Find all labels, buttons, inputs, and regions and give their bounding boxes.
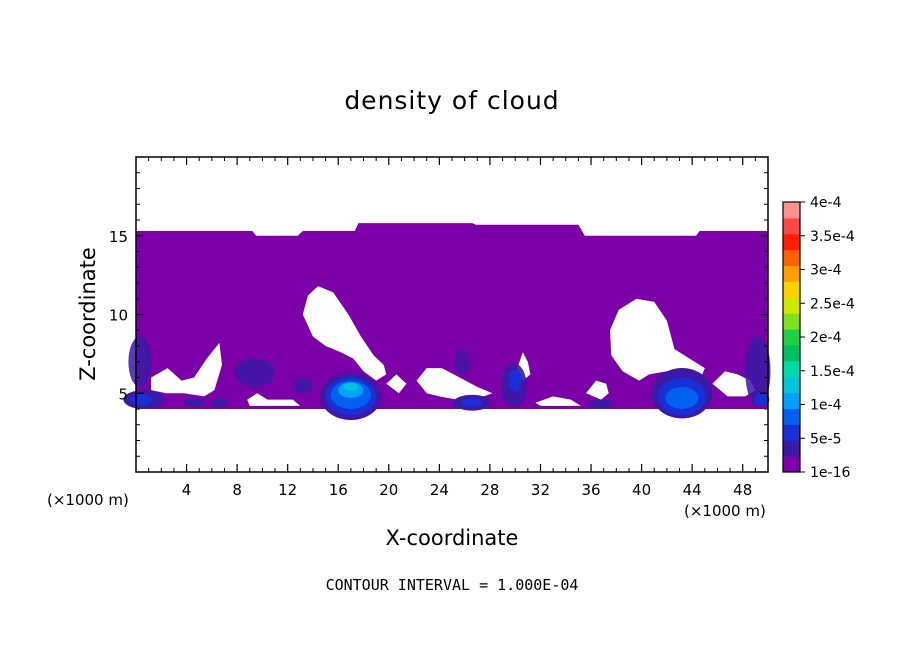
x-tick-label: 4 (182, 481, 192, 499)
x-tick-label: 32 (531, 481, 550, 499)
colorbar-swatch (783, 217, 800, 235)
x-axis-label: X-coordinate (385, 526, 519, 550)
colorbar-swatch (783, 424, 800, 441)
x-tick-label: 16 (329, 481, 348, 499)
colorbar-label: 1.5e-4 (810, 364, 855, 380)
colorbar-swatch (783, 376, 800, 394)
colorbar-label: 2e-4 (810, 330, 842, 346)
chart-title: density of cloud (344, 86, 560, 115)
clear-region-9 (247, 393, 301, 406)
x-unit-right: (×1000 m) (684, 502, 766, 520)
clear-region-8 (386, 374, 407, 394)
colorbar-label: 2.5e-4 (810, 296, 855, 312)
clear-region-3 (151, 342, 222, 397)
colorbar-swatch (783, 265, 800, 282)
colorbar-swatch (783, 202, 800, 219)
x-tick-label: 48 (733, 481, 752, 499)
x-tick-label: 12 (278, 481, 297, 499)
y-tick-label: 15 (109, 228, 128, 246)
blob-x27-core (462, 398, 483, 407)
blob-x26 (454, 349, 470, 375)
colorbar-swatch (783, 313, 800, 330)
colorbar-swatch (783, 360, 800, 378)
clear-region-2 (610, 298, 705, 381)
colorbar-swatch (783, 456, 800, 473)
colorbar-label: 4e-4 (810, 195, 842, 211)
x-tick-label: 8 (232, 481, 242, 499)
blob-x7 (211, 397, 228, 408)
blob-x13 (292, 377, 313, 394)
y-tick-label: 10 (109, 307, 128, 325)
x-unit-left: (×1000 m) (47, 491, 129, 509)
x-tick-label: 20 (379, 481, 398, 499)
colorbar-swatch (783, 297, 800, 314)
colorbar-swatch (783, 281, 800, 298)
x-tick-label: 28 (480, 481, 499, 499)
cloud-field (136, 223, 768, 409)
colorbar-swatch (783, 440, 800, 457)
x-tick-label: 40 (632, 481, 651, 499)
colorbar-swatch (783, 344, 800, 362)
clear-region-6 (712, 371, 756, 397)
x-tick-label: 44 (683, 481, 702, 499)
colorbar-label: 1e-16 (810, 465, 850, 481)
blob-left-edge-core (129, 394, 153, 406)
blob-x30-core (508, 369, 522, 392)
colorbar-swatch (783, 233, 800, 251)
y-tick-label: 5 (118, 385, 128, 403)
colorbar-label: 1e-4 (810, 398, 842, 414)
colorbar-swatch (783, 408, 800, 425)
colorbar-label: 3.5e-4 (810, 229, 855, 245)
clear-region-5 (586, 380, 609, 400)
contour-interval-note: CONTOUR INTERVAL = 1.000E-04 (325, 576, 579, 594)
blob-right-edge-core (754, 393, 770, 406)
clear-region-10 (535, 396, 581, 406)
clear-region-1 (302, 286, 387, 381)
blob-right-inner (665, 386, 699, 409)
colorbar-swatch (783, 392, 800, 409)
x-tick-label: 24 (430, 481, 449, 499)
colorbar-swatch (783, 249, 800, 267)
y-axis-label-text: Z-coordinate (76, 247, 100, 381)
blob-right-edge (745, 336, 771, 406)
clear-region-4 (416, 368, 493, 400)
colorbar-label: 5e-5 (810, 431, 841, 447)
blob-main-peak (343, 383, 359, 391)
colorbar-swatch (783, 329, 800, 346)
blob-x4 (184, 397, 205, 408)
x-tick-label: 36 (581, 481, 600, 499)
colorbar-label: 3e-4 (810, 263, 842, 279)
blob-x9 (234, 358, 276, 387)
blob-x37 (588, 399, 614, 409)
